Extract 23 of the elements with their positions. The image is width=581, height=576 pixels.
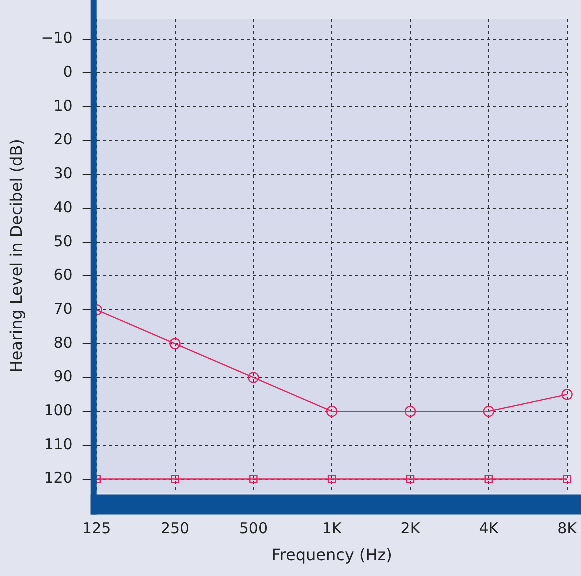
x-tick-label: 1K [322, 520, 343, 538]
y-tick-label: 120 [44, 469, 73, 488]
y-tick-label: 80 [54, 334, 73, 352]
x-tick-label: 125 [82, 520, 112, 538]
y-tick-label: 110 [44, 435, 73, 454]
y-tick-label: 20 [54, 130, 73, 149]
y-tick-label: 10 [54, 96, 73, 115]
y-axis-title: Hearing Level in Decibel (dB) [6, 139, 26, 373]
y-tick-label: 40 [54, 198, 73, 216]
y-tick-label: 100 [44, 401, 73, 420]
y-tick-label: 50 [54, 232, 73, 250]
y-tick-label: −10 [41, 29, 73, 48]
x-tick-label: 250 [160, 520, 190, 538]
y-tick-label: 60 [54, 266, 73, 284]
x-tick-label: 8K [558, 520, 578, 538]
x-tick-label: 4K [479, 520, 500, 538]
x-tick-label: 500 [239, 520, 268, 538]
y-tick-label: 90 [54, 368, 73, 386]
y-tick-label: 70 [54, 300, 73, 318]
x-axis-title: Frequency (Hz) [272, 546, 392, 565]
y-tick-label: 0 [63, 63, 73, 82]
x-tick-label: 2K [400, 520, 422, 538]
y-tick-label: 30 [54, 164, 73, 183]
